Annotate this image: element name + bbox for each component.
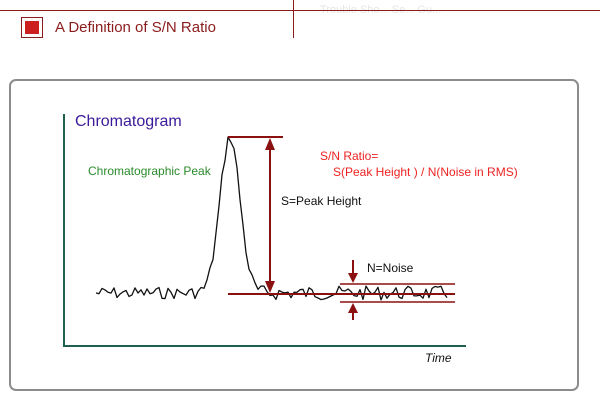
signal-height-arrow: [265, 138, 275, 293]
title-bullet-icon: [21, 17, 43, 38]
ratio-formula: S(Peak Height ) / N(Noise in RMS): [333, 165, 518, 179]
noise-label: N=Noise: [367, 261, 414, 275]
ratio-title: S/N Ratio=: [320, 149, 378, 163]
noise-arrow-bottom: [348, 303, 358, 320]
diagram-frame: [9, 79, 579, 391]
x-axis-label: Time: [425, 351, 452, 365]
axis-title: Chromatogram: [75, 113, 182, 130]
noise-arrow-top: [348, 260, 358, 283]
peak-label: Chromatographic Peak: [88, 164, 212, 178]
chromatogram-trace: [95, 136, 448, 301]
signal-label: S=Peak Height: [281, 194, 362, 208]
page-title: A Definition of S/N Ratio: [55, 19, 216, 36]
